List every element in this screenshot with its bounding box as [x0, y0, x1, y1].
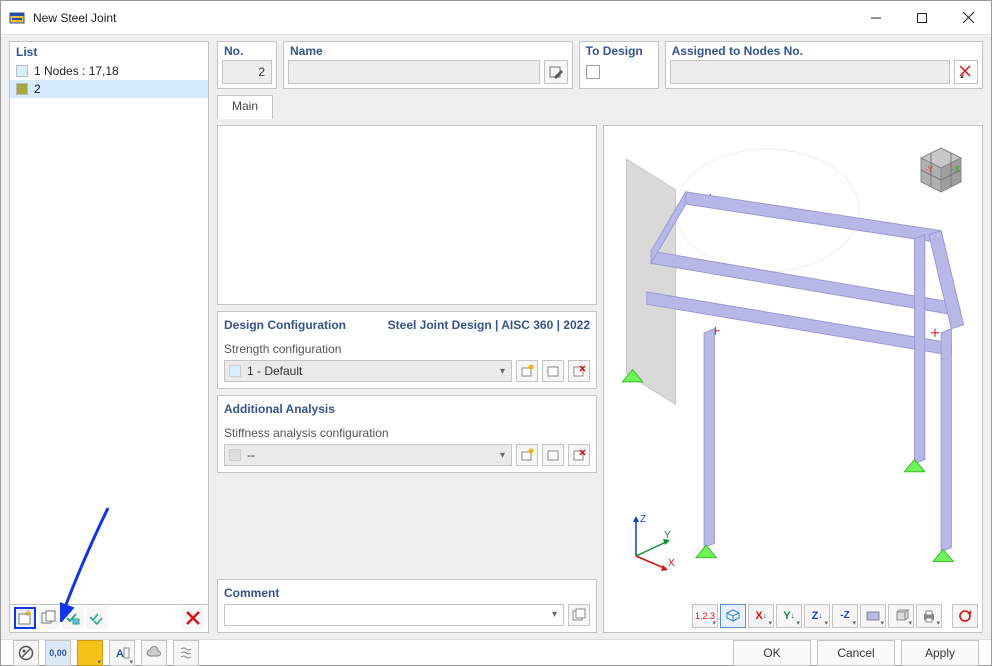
view-iso-button[interactable] — [720, 604, 746, 628]
view-numbers-button[interactable]: 1.2.3▾ — [692, 604, 718, 628]
list-swatch-icon — [16, 65, 28, 77]
list-item[interactable]: 1 Nodes : 17,18 — [10, 62, 208, 80]
apply-button[interactable]: Apply — [901, 640, 979, 666]
name-edit-button[interactable] — [544, 60, 568, 84]
no-value[interactable]: 2 — [222, 60, 272, 84]
cancel-button[interactable]: Cancel — [817, 640, 895, 666]
name-label: Name — [284, 42, 572, 60]
svg-text:-X: -X — [952, 165, 961, 174]
maximize-button[interactable] — [899, 1, 945, 35]
stiffness-combo[interactable]: -- ▾ — [224, 444, 512, 466]
comment-section: Comment ▾ — [217, 579, 597, 633]
font-button[interactable]: A▾ — [109, 640, 135, 666]
combo-swatch-icon — [229, 449, 241, 461]
design-config-title: Design Configuration — [224, 318, 346, 332]
check-all-button[interactable] — [86, 607, 108, 629]
list-item-label: 2 — [34, 82, 41, 96]
design-config-standard: Steel Joint Design | AISC 360 | 2022 — [388, 318, 590, 332]
view-yz-button[interactable]: Y↓▾ — [776, 604, 802, 628]
svg-text:Z: Z — [640, 514, 646, 525]
additional-title: Additional Analysis — [224, 402, 335, 416]
comment-combo[interactable]: ▾ — [224, 604, 564, 626]
script-button[interactable] — [173, 640, 199, 666]
strength-combo-value: 1 - Default — [247, 364, 302, 378]
3d-view[interactable]: -Y -X Z Y X — [603, 125, 983, 633]
todesign-checkbox[interactable] — [586, 65, 600, 79]
list-item-label: 1 Nodes : 17,18 — [34, 64, 119, 78]
comment-title: Comment — [224, 586, 279, 600]
no-label: No. — [218, 42, 276, 60]
strength-label: Strength configuration — [224, 342, 590, 356]
stiffness-edit-button[interactable] — [542, 444, 564, 466]
additional-analysis-section: Additional Analysis Stiffness analysis c… — [217, 395, 597, 473]
new-item-button[interactable] — [14, 607, 36, 629]
svg-text:-Y: -Y — [925, 165, 934, 174]
chevron-down-icon: ▾ — [500, 366, 505, 377]
view-reset-button[interactable] — [952, 604, 978, 628]
view-toolbar: 1.2.3▾ X↓▾ Y↓▾ Z↓▾ -Z▾ ▾ ▾ — [692, 604, 978, 628]
assigned-label: Assigned to Nodes No. — [666, 42, 982, 60]
list-body[interactable]: 1 Nodes : 17,18 2 — [10, 62, 208, 604]
delete-item-button[interactable] — [182, 607, 204, 629]
ok-button[interactable]: OK — [733, 640, 811, 666]
combo-swatch-icon — [229, 365, 241, 377]
comment-library-button[interactable] — [568, 604, 590, 626]
view-print-button[interactable]: ▾ — [916, 604, 942, 628]
axes-gizmo: Z Y X — [624, 512, 684, 572]
titlebar: New Steel Joint — [1, 1, 991, 35]
view-box-button[interactable]: ▾ — [888, 604, 914, 628]
view-nz-button[interactable]: -Z▾ — [832, 604, 858, 628]
strength-combo[interactable]: 1 - Default ▾ — [224, 360, 512, 382]
view-display-button[interactable]: ▾ — [860, 604, 886, 628]
check-single-button[interactable] — [62, 607, 84, 629]
assigned-pick-button[interactable] — [954, 60, 978, 84]
chevron-down-icon: ▾ — [552, 609, 557, 620]
strength-edit-button[interactable] — [542, 360, 564, 382]
stiffness-new-button[interactable] — [516, 444, 538, 466]
stiffness-delete-button[interactable] — [568, 444, 590, 466]
svg-text:A: A — [116, 648, 124, 660]
main-blank-panel — [217, 125, 597, 305]
window-title: New Steel Joint — [33, 11, 853, 25]
name-input[interactable] — [288, 60, 540, 84]
help-button[interactable] — [13, 640, 39, 666]
stiffness-combo-value: -- — [247, 448, 255, 462]
svg-text:Y: Y — [664, 530, 671, 541]
list-header: List — [10, 42, 208, 62]
list-swatch-icon — [16, 83, 28, 95]
cloud-button[interactable] — [141, 640, 167, 666]
tab-main[interactable]: Main — [217, 95, 273, 119]
strength-delete-button[interactable] — [568, 360, 590, 382]
assigned-input[interactable] — [670, 60, 950, 84]
view-xz-button[interactable]: Z↓▾ — [804, 604, 830, 628]
stiffness-label: Stiffness analysis configuration — [224, 426, 590, 440]
design-config-section: Design Configuration Steel Joint Design … — [217, 311, 597, 389]
copy-item-button[interactable] — [38, 607, 60, 629]
close-button[interactable] — [945, 1, 991, 35]
todesign-label: To Design — [580, 42, 658, 60]
view-xy-button[interactable]: X↓▾ — [748, 604, 774, 628]
strength-new-button[interactable] — [516, 360, 538, 382]
units-button[interactable]: 0,00 — [45, 640, 71, 666]
nav-cube[interactable]: -Y -X — [912, 136, 970, 194]
app-icon — [9, 10, 25, 26]
minimize-button[interactable] — [853, 1, 899, 35]
chevron-down-icon: ▾ — [500, 450, 505, 461]
list-item[interactable]: 2 — [10, 80, 208, 98]
color-button[interactable]: ▾ — [77, 640, 103, 666]
svg-text:X: X — [668, 558, 675, 569]
